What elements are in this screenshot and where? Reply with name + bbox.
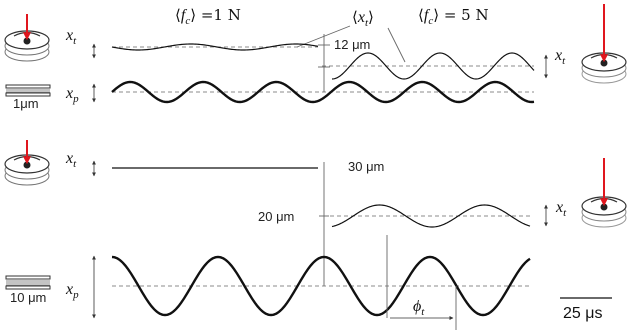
scale-label-12um: 12 μm (334, 37, 370, 52)
stacked-plates-icon-bottom (5, 275, 51, 290)
stacked-plates-icon (5, 84, 51, 97)
trace-xt-high-force (331, 52, 535, 80)
plate-scale-label-top: 1μm (13, 96, 39, 111)
xt-symbol-bottom-right: xt (555, 199, 567, 219)
scale-label-20um: 20 μm (258, 209, 294, 224)
scale-label-30um: 30 μm (348, 159, 384, 174)
xp-symbol-top: xp (65, 85, 79, 105)
plate-scale-label-bottom: 10 μm (10, 290, 46, 305)
xt-mean-label: ⟨xt⟩ (352, 8, 374, 29)
tool-on-plate-icon (4, 14, 50, 62)
trace-xt-low-force (111, 43, 319, 51)
scale-bar-12um (318, 34, 330, 92)
xt-mean-pointer-right (387, 27, 406, 63)
tool-on-plate-icon-right-top (581, 4, 627, 84)
scale-bar-30um (319, 162, 329, 286)
time-scale-label: 25 μs (563, 305, 602, 322)
trace-xp-top (111, 80, 535, 104)
fc-low-label: ⟨fc⟩ =1 N (175, 6, 241, 27)
fc-high-label: ⟨fc⟩ = 5 N (418, 6, 489, 27)
xp-symbol-bottom: xp (65, 281, 79, 301)
trace-xt-bottom-high (331, 204, 531, 228)
tool-on-plate-icon-right-bottom (581, 158, 627, 228)
trace-xp-bottom (111, 255, 531, 317)
tool-on-plate-icon-bottom (4, 140, 50, 186)
phase-label: ϕt (413, 298, 425, 318)
xt-symbol-top-right: xt (554, 47, 566, 67)
xt-mean-pointer-left (296, 25, 351, 48)
phase-marker (386, 235, 457, 330)
xt-symbol-bottom: xt (65, 150, 77, 170)
xt-symbol-top: xt (65, 27, 77, 47)
